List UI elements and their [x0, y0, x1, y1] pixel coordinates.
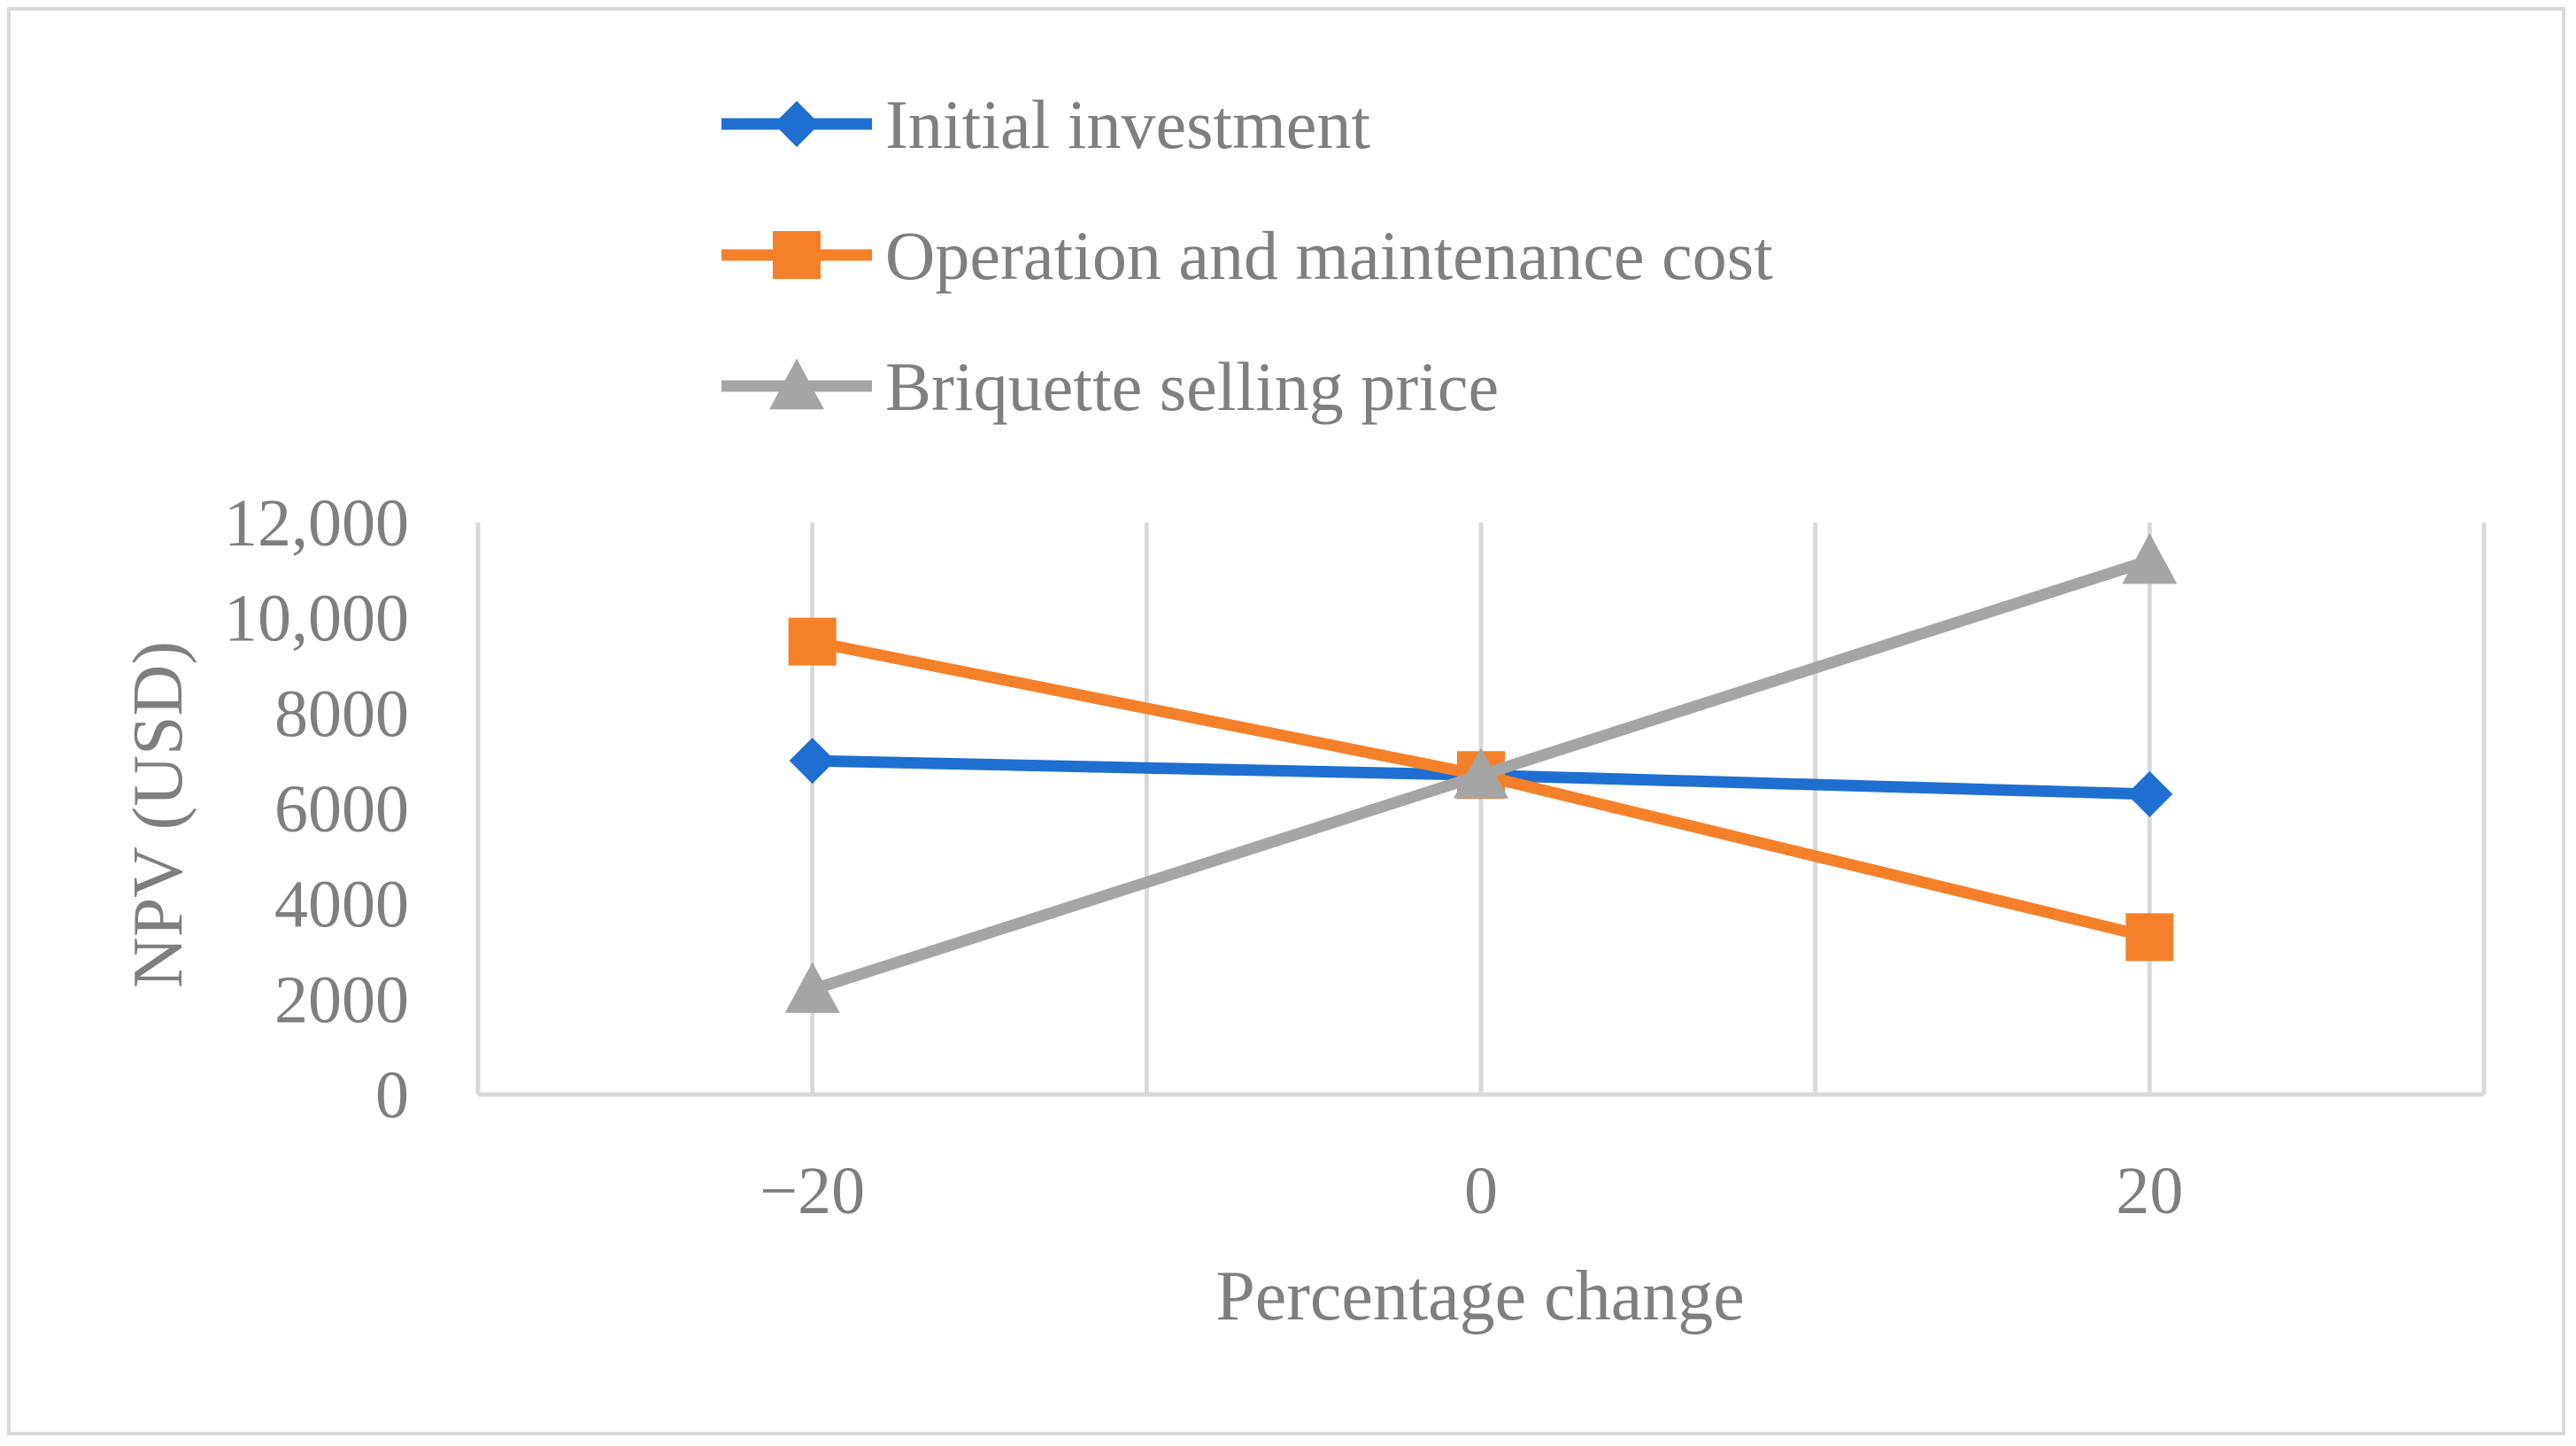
operation-and-maintenance-cost-point	[788, 617, 837, 666]
axis-layer: 0 2000 4000 6000 8000 10,000 12,000 −20 0 20	[224, 486, 2484, 1228]
chart-frame	[7, 7, 2565, 1435]
y-tick-label: 2000	[274, 963, 409, 1037]
y-axis-title: NPV (USD)	[120, 641, 197, 988]
y-tick-label: 8000	[274, 677, 409, 751]
x-tick-label: 0	[1464, 1154, 1498, 1228]
legend-briquette-selling-price-marker	[769, 359, 824, 410]
y-tick-label: 10,000	[224, 582, 409, 656]
briquette-selling-price-point	[1454, 747, 1508, 799]
initial-investment-point	[789, 738, 836, 785]
y-tick-label: 4000	[274, 868, 409, 942]
legend-briquette-selling-price-label: Briquette selling price	[885, 348, 1499, 425]
y-tick-label: 6000	[274, 772, 409, 847]
grid-layer	[475, 522, 2487, 1094]
operation-and-maintenance-cost-point	[2125, 913, 2174, 962]
legend-initial-investment-marker	[774, 101, 820, 147]
x-tick-label: 20	[2116, 1154, 2183, 1228]
legend: Initial investment Operation and maintena…	[721, 86, 1773, 425]
briquette-selling-price-point	[784, 962, 840, 1013]
x-tick-label: −20	[760, 1154, 865, 1228]
briquette-selling-price-point	[2122, 533, 2178, 584]
initial-investment-point	[2126, 770, 2173, 817]
legend-operation-and-maintenance-cost-label: Operation and maintenance cost	[885, 217, 1773, 294]
legend-operation-and-maintenance-cost-marker	[773, 231, 821, 279]
y-tick-label: 12,000	[224, 486, 409, 561]
y-tick-label: 0	[375, 1058, 409, 1133]
x-axis-title: Percentage change	[1215, 1257, 1744, 1335]
series-layer	[784, 533, 2178, 1013]
legend-initial-investment-label: Initial investment	[885, 86, 1370, 163]
